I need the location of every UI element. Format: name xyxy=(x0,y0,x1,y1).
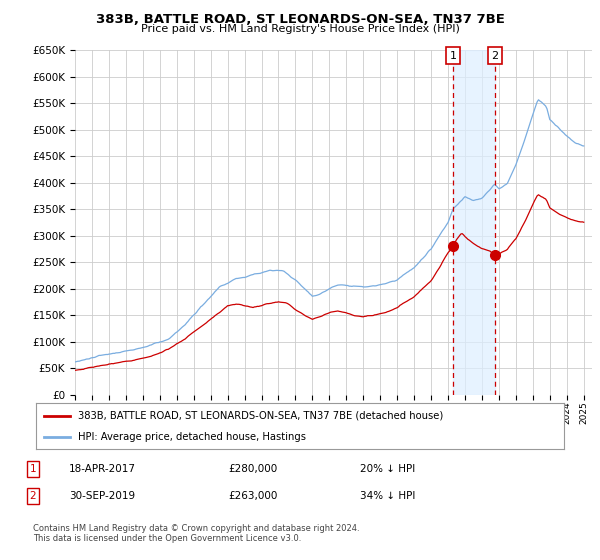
Text: £280,000: £280,000 xyxy=(228,464,277,474)
Text: 1: 1 xyxy=(29,464,37,474)
Text: 1: 1 xyxy=(449,51,457,60)
Text: 20% ↓ HPI: 20% ↓ HPI xyxy=(360,464,415,474)
Text: 383B, BATTLE ROAD, ST LEONARDS-ON-SEA, TN37 7BE: 383B, BATTLE ROAD, ST LEONARDS-ON-SEA, T… xyxy=(95,13,505,26)
Text: 18-APR-2017: 18-APR-2017 xyxy=(69,464,136,474)
Text: 2: 2 xyxy=(491,51,498,60)
Text: Contains HM Land Registry data © Crown copyright and database right 2024.
This d: Contains HM Land Registry data © Crown c… xyxy=(33,524,359,543)
Bar xyxy=(453,50,494,395)
Text: 2: 2 xyxy=(29,491,37,501)
Text: 30-SEP-2019: 30-SEP-2019 xyxy=(69,491,135,501)
Text: 34% ↓ HPI: 34% ↓ HPI xyxy=(360,491,415,501)
Text: Price paid vs. HM Land Registry's House Price Index (HPI): Price paid vs. HM Land Registry's House … xyxy=(140,24,460,34)
Text: HPI: Average price, detached house, Hastings: HPI: Average price, detached house, Hast… xyxy=(78,432,306,442)
Text: £263,000: £263,000 xyxy=(228,491,277,501)
Text: 383B, BATTLE ROAD, ST LEONARDS-ON-SEA, TN37 7BE (detached house): 383B, BATTLE ROAD, ST LEONARDS-ON-SEA, T… xyxy=(78,410,443,421)
